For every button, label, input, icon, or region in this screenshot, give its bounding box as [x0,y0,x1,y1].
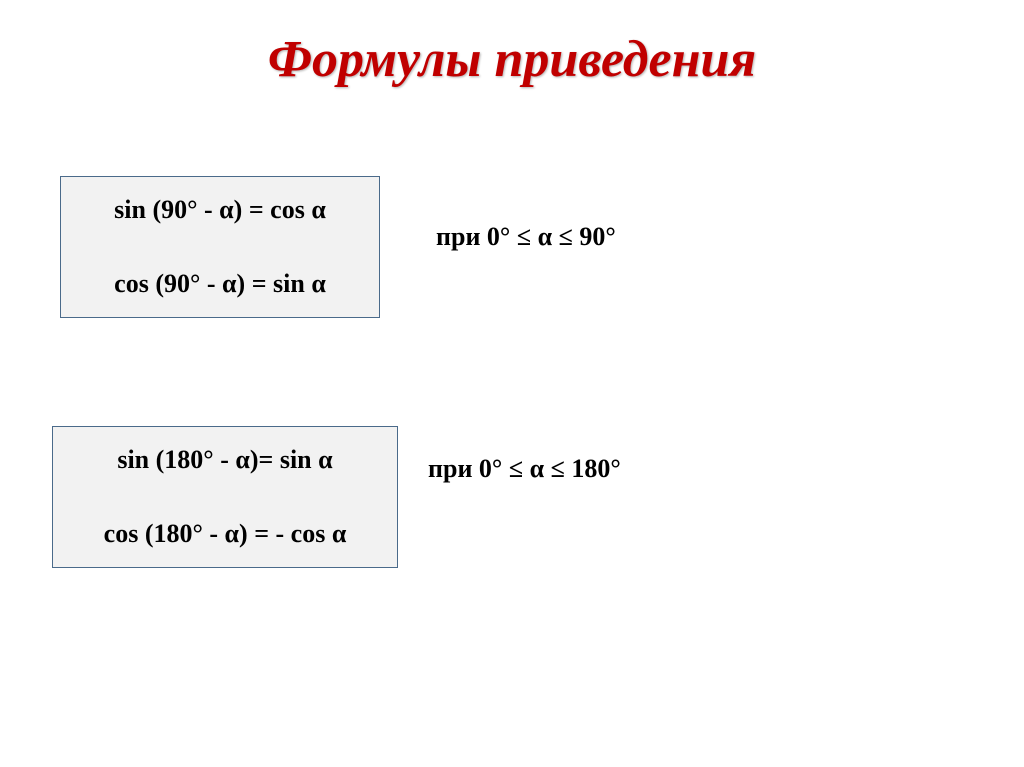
condition-180: при 0° ≤ α ≤ 180° [428,454,621,484]
page-title: Формулы приведения [0,30,1024,89]
formula-sin-180: sin (180° - α)= sin α [75,445,375,475]
condition-90: при 0° ≤ α ≤ 90° [436,222,616,252]
formula-box-180: sin (180° - α)= sin α cos (180° - α) = -… [52,426,398,568]
formula-cos-180: cos (180° - α) = - cos α [75,519,375,549]
formula-cos-90: cos (90° - α) = sin α [83,269,357,299]
formula-box-90: sin (90° - α) = cos α cos (90° - α) = si… [60,176,380,318]
formula-sin-90: sin (90° - α) = cos α [83,195,357,225]
